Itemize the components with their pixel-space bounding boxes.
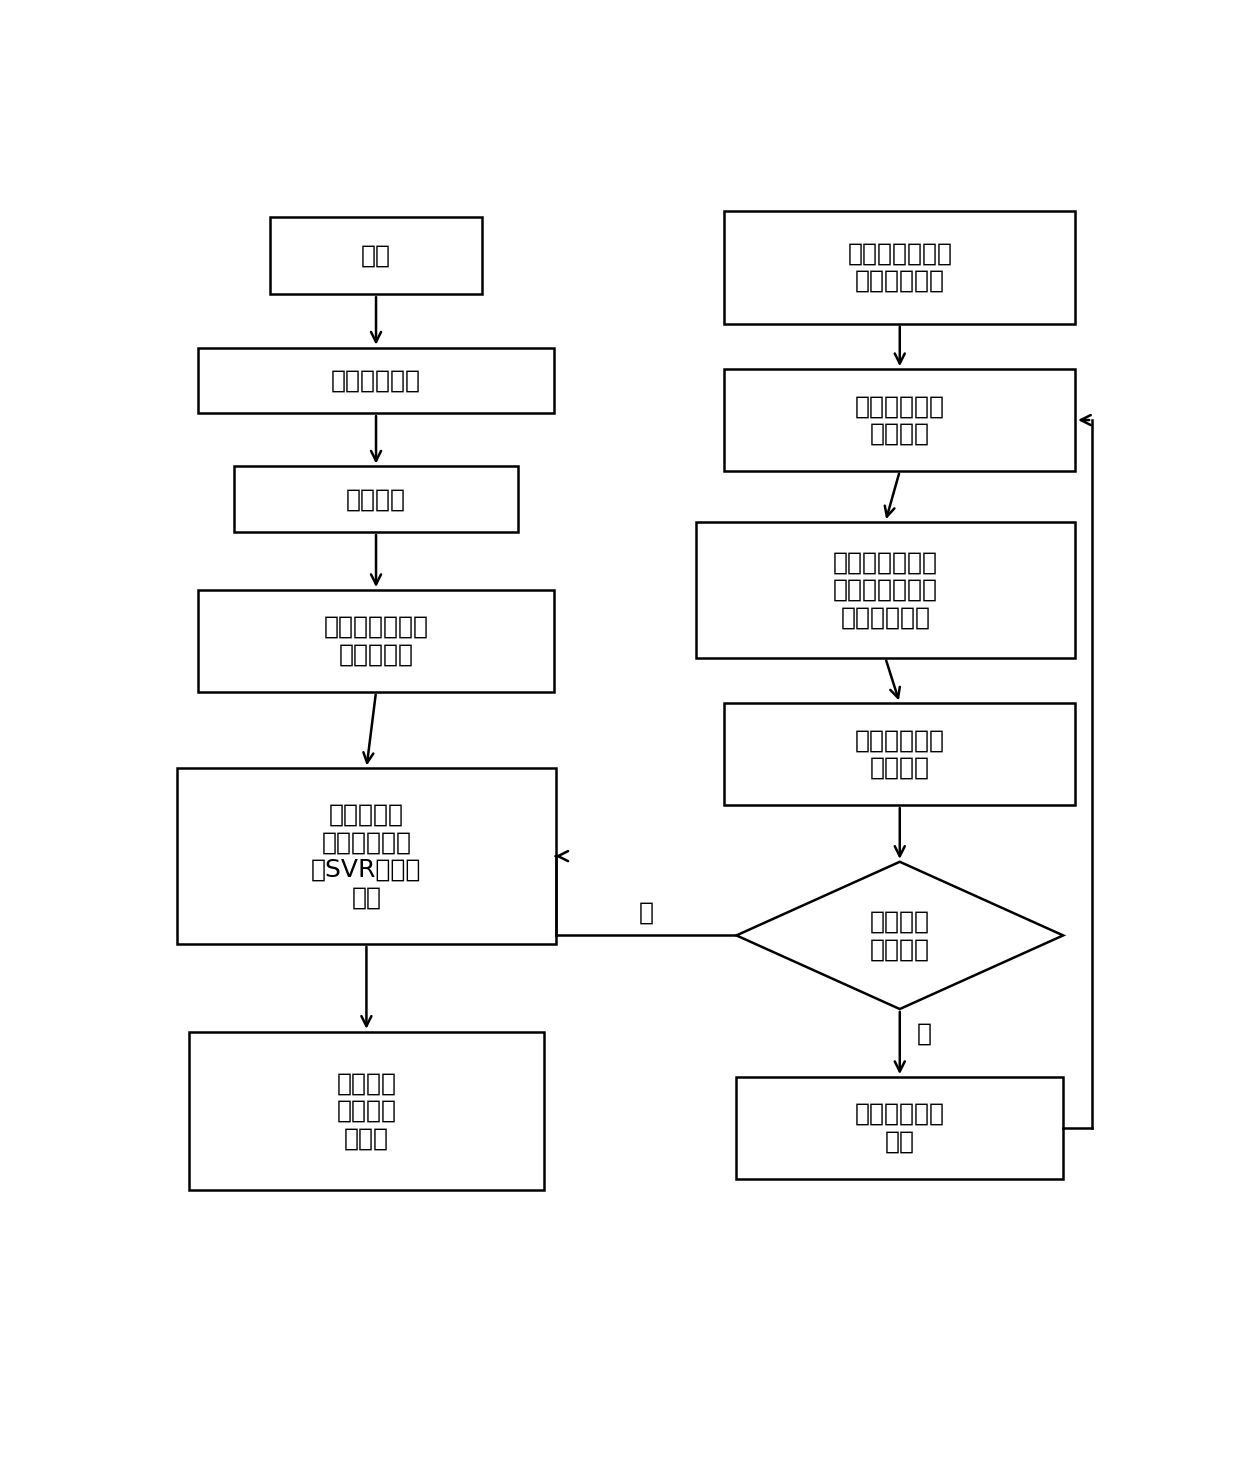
Text: 是: 是 — [639, 900, 653, 925]
Bar — [234, 466, 518, 533]
Text: 辅助变量选取: 辅助变量选取 — [331, 368, 422, 393]
Bar — [188, 1031, 544, 1190]
Text: 计算每个粒子
的舒适度: 计算每个粒子 的舒适度 — [854, 394, 945, 446]
Text: 是否最大
迭代次数: 是否最大 迭代次数 — [869, 909, 930, 962]
Bar — [696, 522, 1075, 658]
Bar — [198, 347, 554, 413]
Bar — [724, 703, 1075, 805]
Text: 根据每个粒子适
应度更新个体极
值和全局极值: 根据每个粒子适 应度更新个体极 值和全局极值 — [833, 550, 937, 630]
Bar — [176, 768, 557, 944]
Bar — [724, 210, 1075, 324]
Bar — [198, 590, 554, 691]
Bar — [737, 1077, 1063, 1178]
Text: 得到新的粒子
种群: 得到新的粒子 种群 — [854, 1102, 945, 1153]
Text: 初始化每组粒子
的位置和进度: 初始化每组粒子 的位置和进度 — [847, 241, 952, 293]
Bar — [270, 218, 481, 294]
Text: 读取数据: 读取数据 — [346, 487, 405, 512]
Text: 对数据预处理，
规范化处理: 对数据预处理， 规范化处理 — [324, 615, 429, 666]
Text: 输入优化参
数，建立优化
的SVR软测量
模型: 输入优化参 数，建立优化 的SVR软测量 模型 — [311, 802, 422, 911]
Text: 否: 否 — [916, 1022, 931, 1046]
Text: 开始: 开始 — [361, 244, 391, 268]
Bar — [724, 369, 1075, 471]
Text: 通过训练
模型预测
排汽焓: 通过训练 模型预测 排汽焓 — [336, 1071, 397, 1150]
Text: 粒子位置和速
度的更新: 粒子位置和速 度的更新 — [854, 728, 945, 780]
Polygon shape — [737, 862, 1063, 1009]
